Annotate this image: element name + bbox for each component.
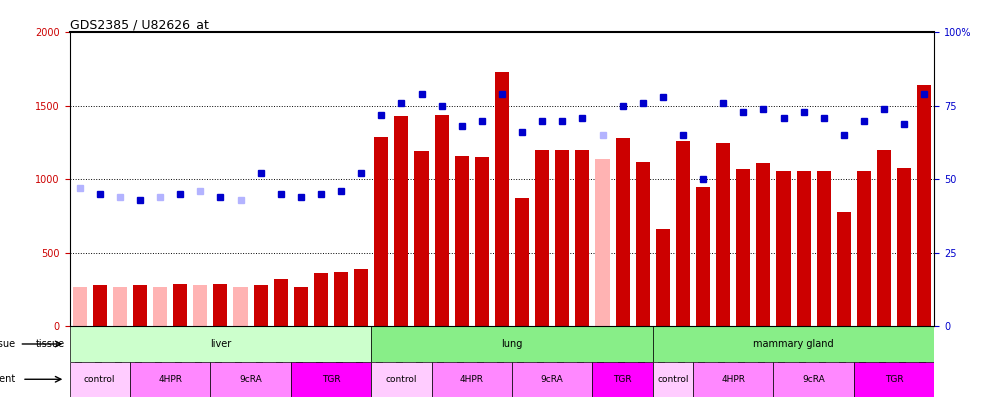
Text: lung: lung xyxy=(501,339,523,349)
Bar xyxy=(696,187,710,326)
Bar xyxy=(716,143,731,326)
Bar xyxy=(354,269,368,326)
Bar xyxy=(454,156,469,326)
Bar xyxy=(737,169,750,326)
Bar xyxy=(515,198,529,326)
FancyBboxPatch shape xyxy=(130,362,211,397)
Text: agent: agent xyxy=(0,374,16,384)
Bar xyxy=(153,287,167,326)
Text: control: control xyxy=(84,375,115,384)
Bar xyxy=(294,287,308,326)
FancyBboxPatch shape xyxy=(854,362,934,397)
Bar xyxy=(796,171,811,326)
Bar xyxy=(193,285,208,326)
Bar xyxy=(636,162,650,326)
Bar xyxy=(334,272,348,326)
Text: 4HPR: 4HPR xyxy=(722,375,746,384)
Bar xyxy=(113,287,127,326)
Bar xyxy=(556,150,570,326)
Bar xyxy=(133,285,147,326)
FancyBboxPatch shape xyxy=(512,362,592,397)
Bar xyxy=(656,229,670,326)
FancyBboxPatch shape xyxy=(773,362,854,397)
Bar xyxy=(535,150,550,326)
Bar xyxy=(73,287,86,326)
Text: 9cRA: 9cRA xyxy=(240,375,262,384)
Text: 4HPR: 4HPR xyxy=(158,375,182,384)
Bar xyxy=(434,115,448,326)
Bar xyxy=(917,85,931,326)
FancyBboxPatch shape xyxy=(371,326,653,362)
Bar xyxy=(414,151,428,326)
Text: tissue: tissue xyxy=(0,339,16,349)
Bar xyxy=(898,168,911,326)
Bar xyxy=(395,116,409,326)
Text: control: control xyxy=(657,375,689,384)
Bar xyxy=(877,150,891,326)
Bar xyxy=(214,284,228,326)
Bar xyxy=(234,287,248,326)
FancyBboxPatch shape xyxy=(653,362,693,397)
FancyBboxPatch shape xyxy=(211,362,291,397)
Bar xyxy=(756,163,770,326)
Bar xyxy=(776,171,790,326)
FancyBboxPatch shape xyxy=(70,326,371,362)
Text: mammary gland: mammary gland xyxy=(753,339,834,349)
Bar xyxy=(576,150,589,326)
Text: liver: liver xyxy=(210,339,231,349)
Text: 9cRA: 9cRA xyxy=(802,375,825,384)
Bar xyxy=(615,138,629,326)
Bar xyxy=(817,171,831,326)
Bar xyxy=(273,279,288,326)
Bar xyxy=(253,285,267,326)
FancyBboxPatch shape xyxy=(371,362,431,397)
FancyBboxPatch shape xyxy=(431,362,512,397)
FancyBboxPatch shape xyxy=(70,362,130,397)
FancyBboxPatch shape xyxy=(291,362,371,397)
Text: TGR: TGR xyxy=(613,375,632,384)
Text: control: control xyxy=(386,375,417,384)
Bar xyxy=(173,284,187,326)
Bar xyxy=(837,212,851,326)
Bar xyxy=(475,157,489,326)
Bar xyxy=(857,171,871,326)
Text: 4HPR: 4HPR xyxy=(460,375,484,384)
Text: 9cRA: 9cRA xyxy=(541,375,564,384)
Bar xyxy=(314,273,328,326)
Bar xyxy=(92,285,106,326)
Text: GDS2385 / U82626_at: GDS2385 / U82626_at xyxy=(70,18,209,31)
Text: TGR: TGR xyxy=(885,375,904,384)
Bar xyxy=(375,137,389,326)
Bar xyxy=(595,159,609,326)
FancyBboxPatch shape xyxy=(592,362,653,397)
FancyBboxPatch shape xyxy=(653,326,934,362)
Text: tissue: tissue xyxy=(36,339,66,349)
Text: TGR: TGR xyxy=(322,375,340,384)
Bar xyxy=(495,72,509,326)
FancyBboxPatch shape xyxy=(693,362,773,397)
Bar xyxy=(676,141,690,326)
